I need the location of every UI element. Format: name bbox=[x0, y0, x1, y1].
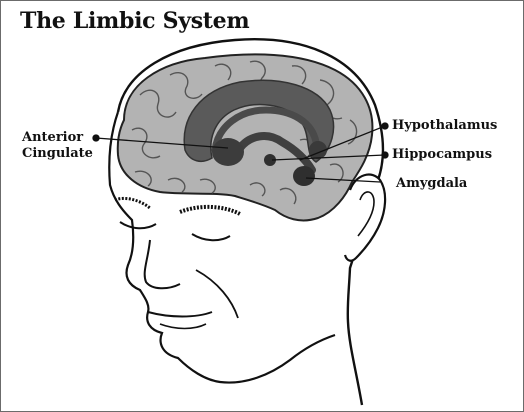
nose bbox=[143, 239, 181, 290]
brain bbox=[116, 53, 374, 222]
diagram-title: The Limbic System bbox=[20, 8, 250, 34]
label-hypothalamus: Hypothalamus bbox=[392, 118, 498, 133]
hippocampus-node bbox=[264, 154, 276, 166]
cingulate-gyrus bbox=[183, 79, 335, 163]
label-anterior-cingulate-line2: Cingulate bbox=[22, 146, 93, 161]
eye-right bbox=[191, 233, 231, 242]
eyebrow-left bbox=[114, 196, 151, 210]
amygdala-structure bbox=[293, 166, 315, 186]
fornix bbox=[211, 106, 320, 154]
leader-lines bbox=[92, 122, 389, 183]
label-anterior-cingulate-line1: Anterior bbox=[22, 130, 84, 145]
eyebrow-right bbox=[179, 205, 241, 216]
mouth bbox=[147, 311, 213, 318]
hippocampus-shape bbox=[236, 132, 316, 174]
cheek-line bbox=[195, 269, 239, 319]
eye-left bbox=[119, 221, 157, 230]
anterior-cingulate-region bbox=[212, 138, 244, 166]
label-hippocampus: Hippocampus bbox=[392, 147, 493, 162]
label-amygdala: Amygdala bbox=[396, 176, 468, 191]
ear bbox=[343, 173, 387, 262]
